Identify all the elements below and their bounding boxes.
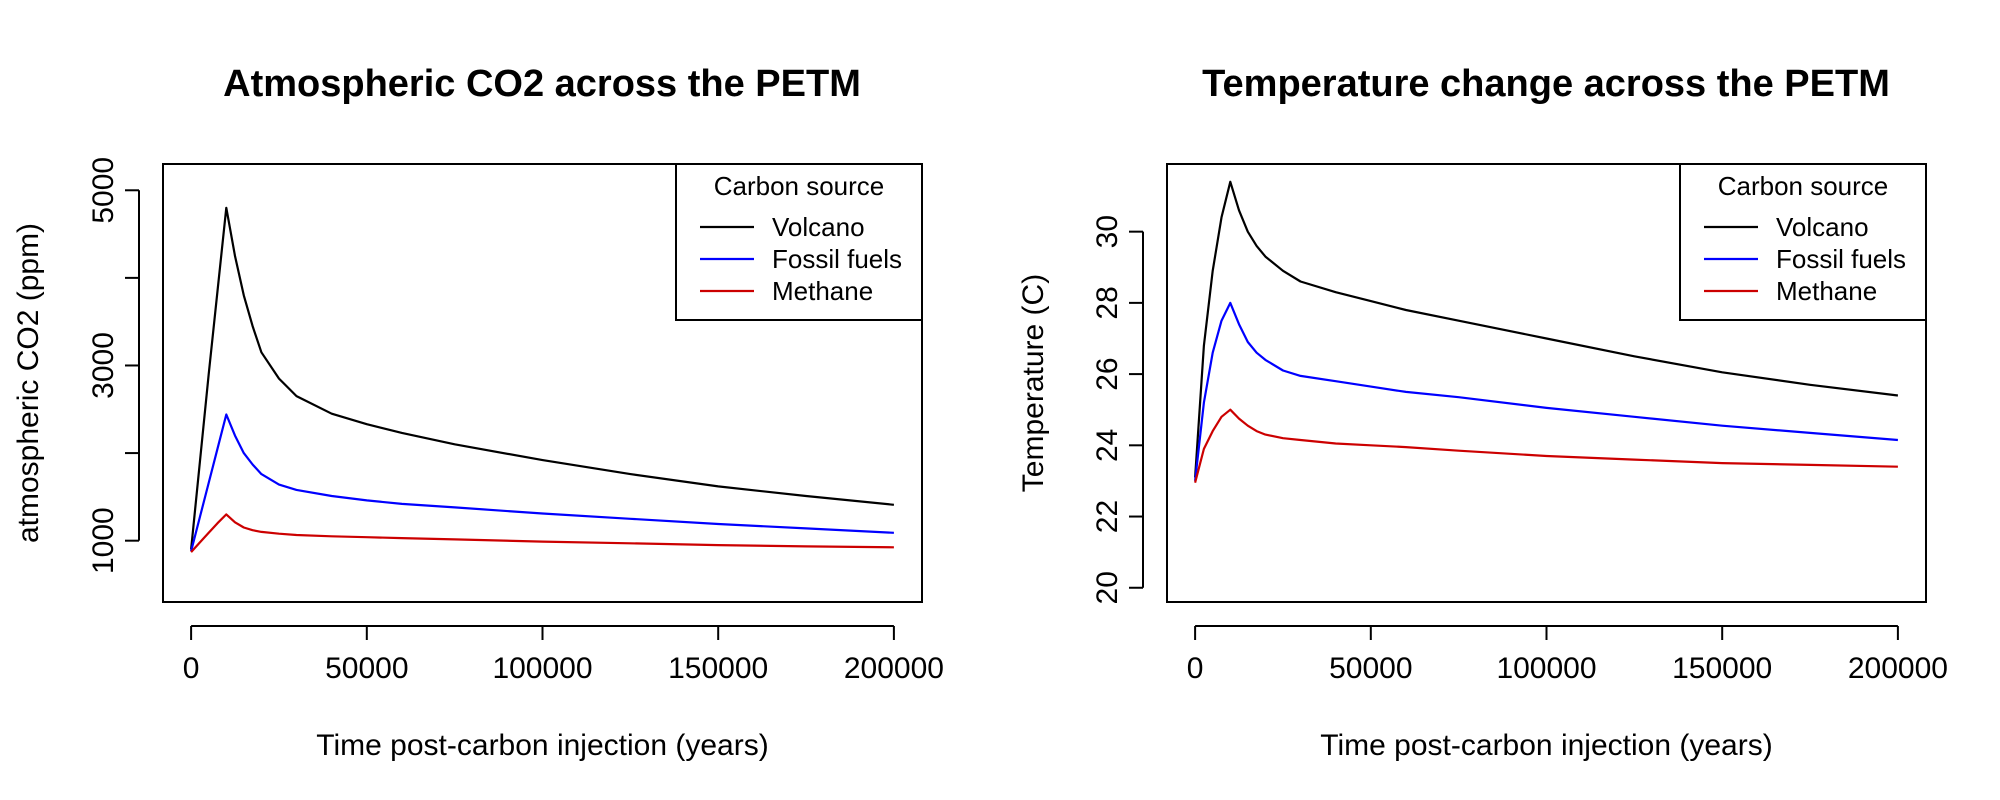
co2-chart-panel: Atmospheric CO2 across the PETM 0 50000 100… bbox=[12, 63, 944, 762]
co2-chart-title: Atmospheric CO2 across the PETM bbox=[223, 63, 861, 105]
co2-legend-entry: Methane bbox=[772, 276, 873, 306]
temp-series-line-methane bbox=[1194, 408, 1898, 483]
temp-y-tick-label: 20 bbox=[1091, 571, 1124, 604]
co2-legend-entry: Fossil fuels bbox=[772, 244, 902, 274]
co2-x-axis-label: Time post-carbon injection (years) bbox=[316, 729, 768, 762]
co2-legend-box bbox=[675, 163, 923, 321]
co2-x-tick-label: 200000 bbox=[844, 652, 944, 685]
temp-x-tick-label: 0 bbox=[1187, 652, 1204, 685]
co2-x-tick-label: 150000 bbox=[668, 652, 768, 685]
co2-legend-entry: Volcano bbox=[772, 212, 865, 242]
temp-y-tick-label: 30 bbox=[1091, 215, 1124, 248]
co2-x-tick-label: 0 bbox=[183, 652, 200, 685]
temp-legend-box bbox=[1679, 163, 1927, 321]
temp-y-tick-label: 26 bbox=[1091, 357, 1124, 390]
temp-chart-title: Temperature change across the PETM bbox=[1202, 63, 1890, 105]
temp-series-line-fossil-fuels bbox=[1194, 301, 1898, 482]
temp-x-tick-label: 50000 bbox=[1329, 652, 1412, 685]
temp-y-tick-label: 22 bbox=[1091, 500, 1124, 533]
temp-x-tick-label: 200000 bbox=[1848, 652, 1948, 685]
temp-y-axis-label: Temperature (C) bbox=[1017, 274, 1050, 492]
co2-y-tick-label: 3000 bbox=[87, 332, 120, 399]
co2-plot-frame bbox=[162, 163, 923, 603]
co2-series-line-volcano bbox=[190, 206, 895, 550]
temp-legend-entry: Fossil fuels bbox=[1776, 244, 1906, 274]
co2-x-tick-label: 100000 bbox=[492, 652, 592, 685]
co2-y-tick-label: 5000 bbox=[87, 157, 120, 224]
temp-y-tick-label: 24 bbox=[1091, 429, 1124, 462]
temp-series-line-volcano bbox=[1194, 180, 1899, 478]
temp-legend-entry: Methane bbox=[1776, 276, 1877, 306]
temperature-chart-panel: Temperature change across the PETM 0 50000… bbox=[1017, 63, 1948, 762]
temp-x-tick-label: 150000 bbox=[1672, 652, 1772, 685]
co2-legend-title: Carbon source bbox=[714, 171, 885, 201]
temp-legend-title: Carbon source bbox=[1718, 171, 1889, 201]
temp-x-tick-label: 100000 bbox=[1496, 652, 1596, 685]
co2-y-tick-label: 1000 bbox=[87, 507, 120, 574]
co2-series-line-methane bbox=[190, 513, 894, 553]
temp-legend-entry: Volcano bbox=[1776, 212, 1869, 242]
co2-series-line-fossil-fuels bbox=[190, 413, 894, 552]
co2-x-tick-label: 50000 bbox=[325, 652, 408, 685]
temp-x-axis-label: Time post-carbon injection (years) bbox=[1320, 729, 1772, 762]
temp-plot-frame bbox=[1166, 163, 1927, 603]
co2-y-axis-label: atmospheric CO2 (ppm) bbox=[12, 223, 45, 543]
temp-y-tick-label: 28 bbox=[1091, 286, 1124, 319]
